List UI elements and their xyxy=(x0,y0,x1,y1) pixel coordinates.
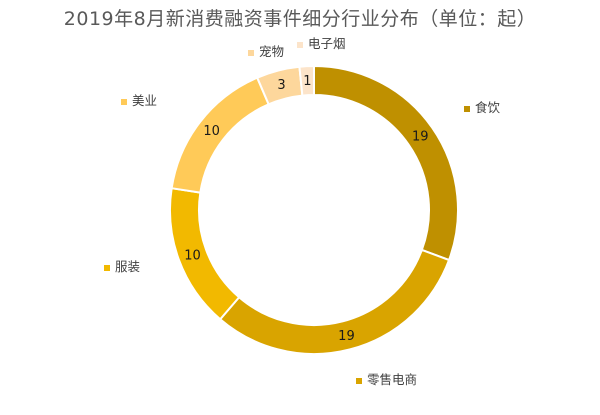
legend-marker-2 xyxy=(104,265,110,271)
slice-3 xyxy=(170,76,270,194)
data-label-5: 1 xyxy=(303,74,311,89)
legend-label-5: 电子烟 xyxy=(308,36,346,51)
legend-label-3: 美业 xyxy=(132,93,157,108)
slice-1 xyxy=(218,248,451,355)
legend-marker-0 xyxy=(464,106,470,112)
data-label-0: 19 xyxy=(412,130,429,145)
data-labels-group: 19 19 10 10 3 1 xyxy=(184,74,428,344)
data-label-2: 10 xyxy=(184,248,201,263)
legend-marker-5 xyxy=(297,42,303,48)
data-label-1: 19 xyxy=(338,329,355,344)
slices-group xyxy=(169,64,459,355)
legend-label-4: 宠物 xyxy=(259,44,284,59)
legend-label-0: 食饮 xyxy=(475,100,501,115)
data-label-4: 3 xyxy=(277,78,285,93)
legend-marker-4 xyxy=(248,50,254,56)
slice-2 xyxy=(169,187,241,321)
legend-label-1: 零售电商 xyxy=(367,372,417,387)
data-label-3: 10 xyxy=(203,124,220,139)
chart-title: 2019年8月新消费融资事件细分行业分布（单位：起） xyxy=(63,8,537,30)
legend-marker-3 xyxy=(121,99,127,105)
slice-5 xyxy=(298,64,315,97)
legend-label-2: 服装 xyxy=(115,259,140,274)
slice-0 xyxy=(313,64,459,262)
legend-marker-1 xyxy=(356,378,362,384)
